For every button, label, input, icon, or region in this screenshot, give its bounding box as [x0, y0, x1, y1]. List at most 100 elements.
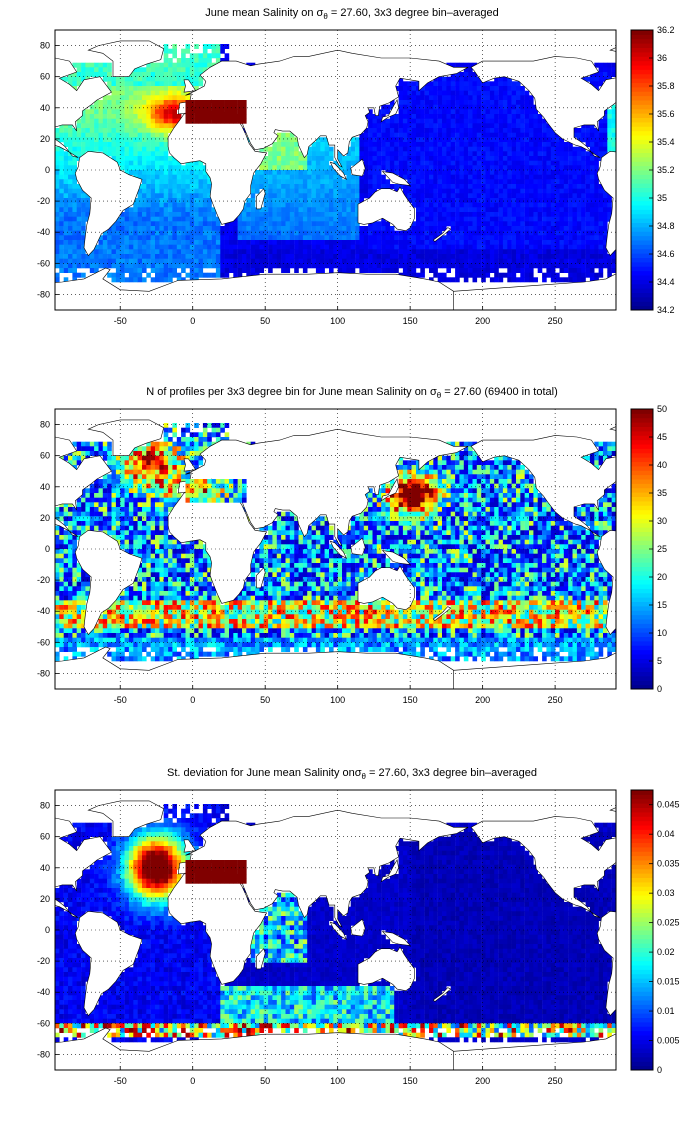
heatmap-cell — [68, 258, 73, 264]
heatmap-cell — [485, 165, 491, 171]
heatmap-cell — [476, 216, 482, 222]
heatmap-cell — [142, 258, 147, 264]
heatmap-cell — [581, 249, 586, 255]
heatmap-cell — [294, 254, 299, 259]
heatmap-cell — [433, 128, 438, 133]
heatmap-cell — [102, 67, 108, 73]
heatmap-cell — [163, 170, 169, 175]
heatmap-cell — [320, 188, 325, 194]
heatmap-cell — [398, 249, 404, 255]
heatmap-cell — [516, 193, 521, 199]
heatmap-cell — [394, 170, 399, 175]
heatmap-cell — [215, 53, 221, 59]
heatmap-cell — [389, 244, 395, 250]
heatmap-cell — [407, 465, 412, 470]
heatmap-cell — [485, 249, 491, 255]
heatmap-cell — [198, 62, 204, 68]
heatmap-cell — [185, 109, 191, 115]
heatmap-cell — [476, 179, 482, 185]
heatmap-cell — [89, 446, 95, 452]
heatmap-cell — [324, 160, 330, 166]
heatmap-cell — [355, 174, 360, 180]
heatmap-cell — [94, 446, 99, 452]
heatmap-cell — [72, 268, 77, 273]
heatmap-cell — [168, 221, 173, 227]
heatmap-cell — [459, 249, 464, 255]
heatmap-cell — [463, 460, 469, 466]
heatmap-cell — [494, 81, 499, 87]
heatmap-cell — [163, 193, 169, 199]
heatmap-cell — [533, 184, 538, 189]
heatmap-cell — [459, 95, 464, 101]
heatmap-cell — [68, 170, 73, 175]
heatmap-cell — [176, 174, 182, 180]
heatmap-cell — [485, 104, 491, 110]
heatmap-cell — [442, 160, 447, 166]
heatmap-cell — [168, 230, 173, 236]
heatmap-cell — [194, 446, 199, 452]
heatmap-cell — [516, 165, 521, 171]
heatmap-cell — [198, 170, 204, 175]
heatmap-cell — [137, 86, 143, 91]
heatmap-cell — [476, 240, 482, 245]
heatmap-cell — [376, 165, 382, 171]
heatmap-cell — [255, 207, 260, 213]
heatmap-cell — [168, 165, 173, 171]
heatmap-cell — [189, 254, 195, 259]
heatmap-cell — [268, 244, 273, 250]
heatmap-cell — [163, 198, 169, 203]
heatmap-cell — [185, 118, 191, 124]
heatmap-cell — [420, 198, 425, 203]
heatmap-cell — [463, 76, 469, 82]
heatmap-cell — [198, 188, 204, 194]
heatmap-cell — [307, 188, 312, 194]
heatmap-cell — [489, 104, 495, 110]
heatmap-cell — [459, 109, 464, 115]
colorbar-swatch — [631, 235, 653, 241]
heatmap-cell — [207, 198, 212, 203]
heatmap-cell — [507, 226, 512, 231]
heatmap-cell — [172, 76, 177, 82]
heatmap-cell — [533, 156, 538, 161]
heatmap-cell — [237, 240, 243, 245]
heatmap-cell — [276, 207, 282, 213]
heatmap-cell — [163, 86, 169, 91]
heatmap-cell — [611, 254, 616, 259]
heatmap-cell — [498, 142, 504, 147]
heatmap-cell — [489, 123, 495, 129]
heatmap-cell — [89, 441, 95, 447]
heatmap-cell — [611, 142, 616, 147]
heatmap-cell — [220, 58, 225, 63]
heatmap-cell — [502, 90, 508, 96]
heatmap-cell — [494, 230, 499, 236]
heatmap-cell — [507, 100, 512, 105]
heatmap-cell — [472, 170, 478, 175]
heatmap-cell — [437, 118, 443, 124]
heatmap-cell — [259, 221, 264, 227]
heatmap-cell — [516, 100, 521, 105]
heatmap-cell — [242, 118, 247, 124]
heatmap-cell — [485, 479, 491, 484]
heatmap-cell — [324, 188, 330, 194]
heatmap-cell — [281, 198, 286, 203]
heatmap-cell — [516, 109, 521, 115]
heatmap-cell — [185, 427, 191, 433]
heatmap-cell — [133, 244, 138, 250]
heatmap-cell — [433, 132, 438, 138]
heatmap-cell — [455, 95, 460, 101]
heatmap-cell — [215, 118, 221, 124]
heatmap-cell — [150, 184, 156, 189]
heatmap-cells — [55, 44, 616, 283]
heatmap-cell — [407, 474, 412, 480]
heatmap-cell — [159, 446, 164, 452]
heatmap-cell — [298, 226, 304, 231]
heatmap-cell — [294, 142, 299, 147]
heatmap-cell — [476, 455, 482, 461]
heatmap-cell — [372, 170, 378, 175]
heatmap-cell — [420, 469, 425, 475]
heatmap-cell — [289, 132, 295, 138]
colorbar-swatch — [631, 139, 653, 145]
heatmap-cell — [424, 132, 430, 138]
heatmap-cell — [259, 179, 264, 185]
heatmap-cell — [455, 132, 460, 138]
